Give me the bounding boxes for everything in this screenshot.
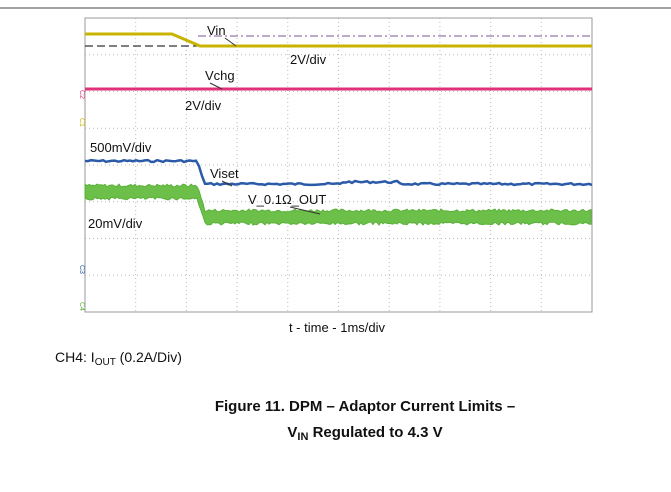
channel-tag: C4 <box>78 302 85 311</box>
iout-trace <box>84 183 592 226</box>
note-sub: OUT <box>95 357 116 368</box>
trace-label: 20mV/div <box>88 216 143 231</box>
channel-tag: C3 <box>78 265 85 274</box>
trace-label: V_0.1Ω_OUT <box>248 192 326 207</box>
caption: Figure 11. DPM – Adaptor Current Limits … <box>215 398 515 415</box>
label-pointer <box>209 37 321 215</box>
trace-label: 2V/div <box>290 52 327 67</box>
note-text: (0.2A/Div) <box>116 349 182 365</box>
channel-tag: C1 <box>78 118 85 127</box>
channel-tag: C2 <box>78 90 85 99</box>
trace-label: 2V/div <box>185 98 222 113</box>
vin-trace <box>85 32 592 48</box>
caption-text: V <box>287 424 297 441</box>
viset-trace <box>84 158 593 187</box>
channel-note: CH4: IOUT (0.2A/Div) <box>55 349 182 368</box>
x-axis-label: t - time - 1ms/div <box>289 320 386 335</box>
caption: VIN Regulated to 4.3 V <box>287 424 442 443</box>
scope-grid <box>85 18 592 312</box>
trace-label: Viset <box>210 166 239 181</box>
scope-frame <box>84 17 593 313</box>
caption-sub: IN <box>297 431 308 443</box>
caption-text: Regulated to 4.3 V <box>308 424 442 441</box>
trace-label: 500mV/div <box>90 140 152 155</box>
note-text: CH4: I <box>55 349 95 365</box>
trace-label: Vchg <box>205 68 235 83</box>
trace-label: Vin <box>207 23 226 38</box>
